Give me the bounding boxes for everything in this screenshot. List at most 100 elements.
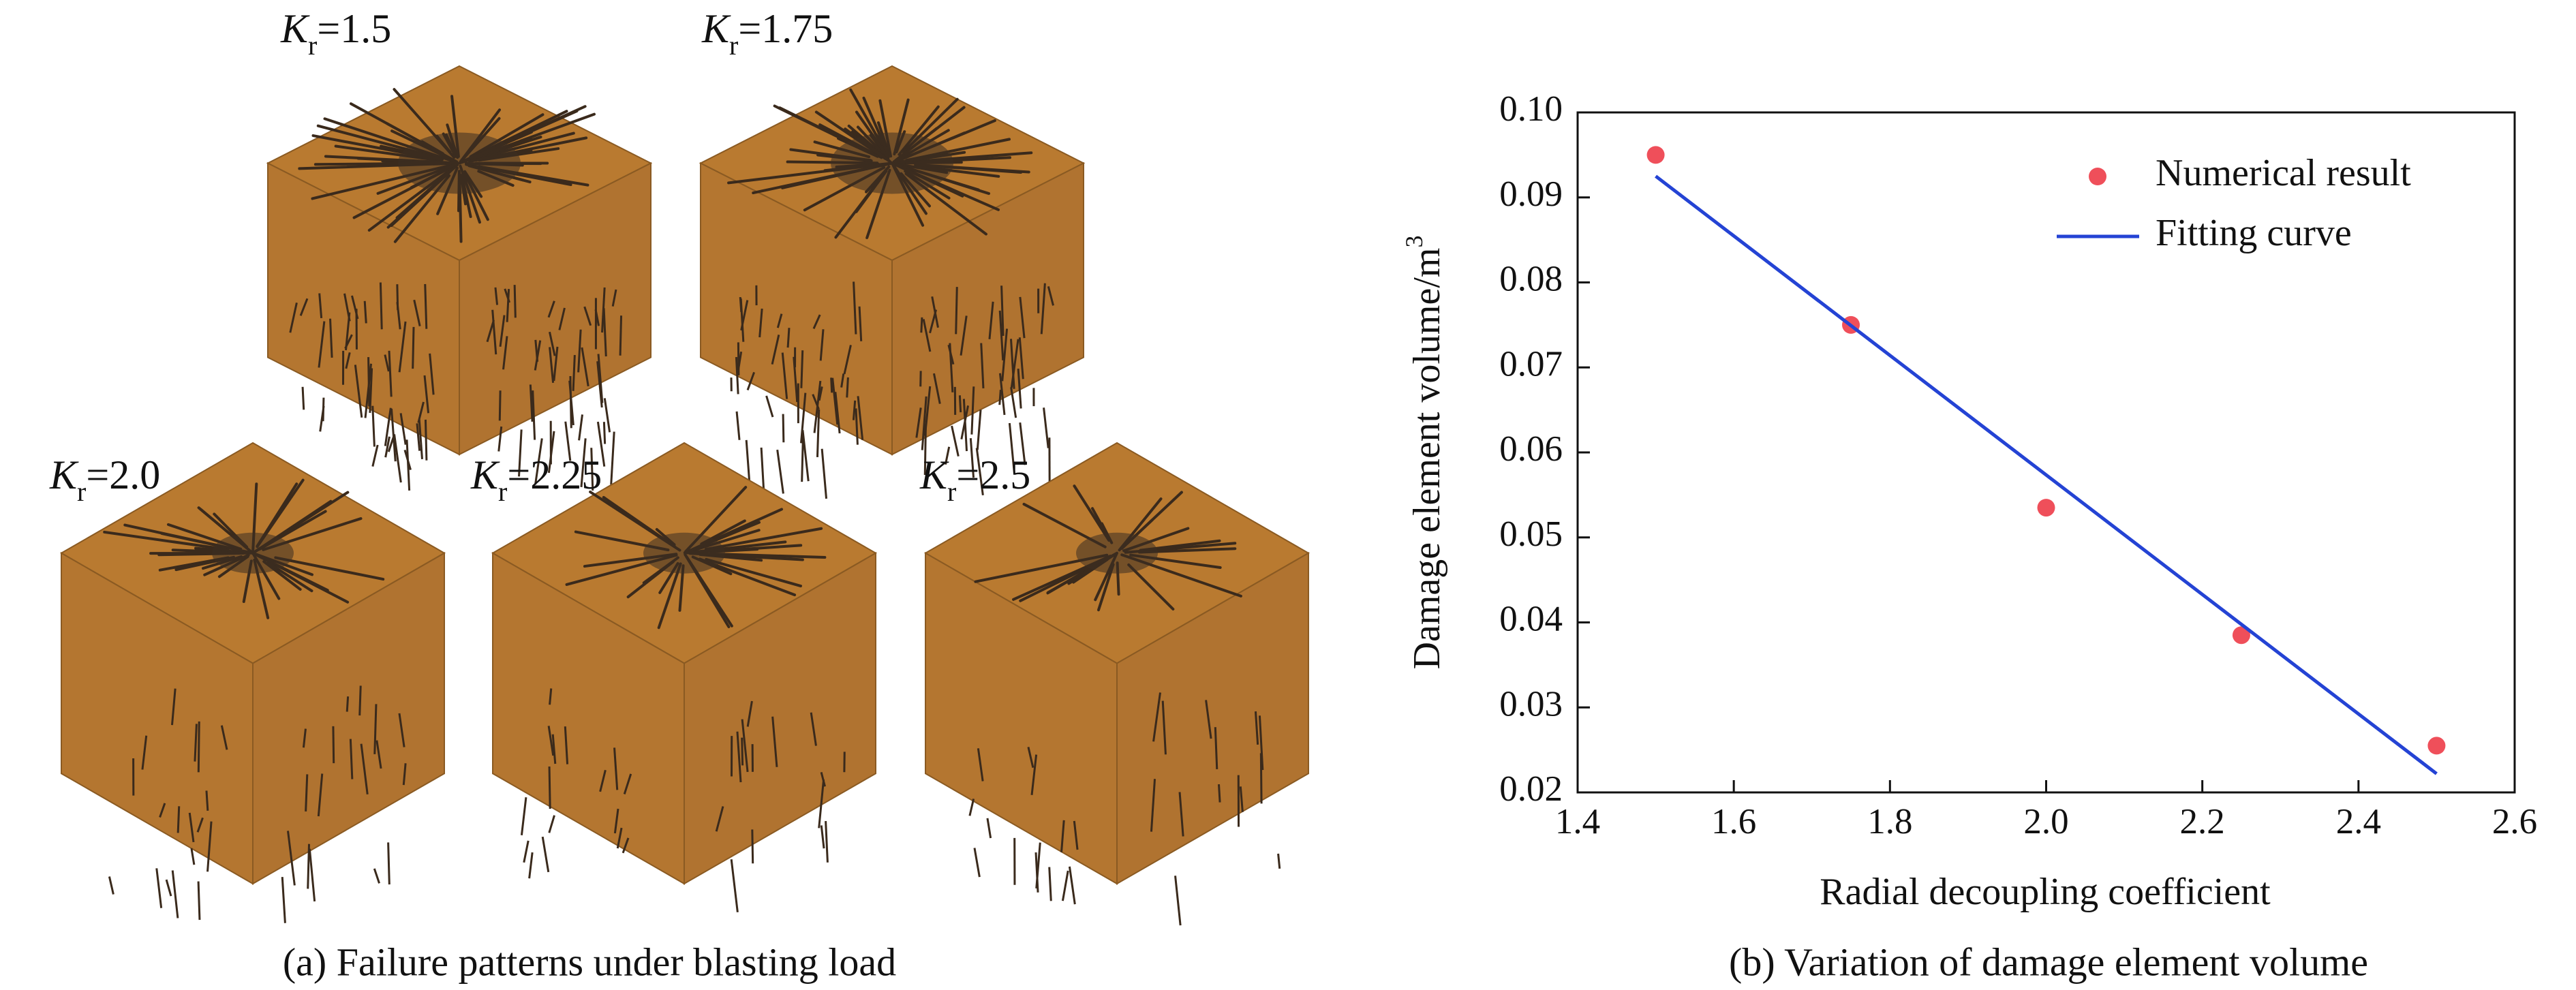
crack	[289, 302, 298, 333]
crack	[704, 527, 823, 551]
crack	[998, 389, 1002, 405]
crack	[402, 763, 407, 786]
crack	[1150, 779, 1156, 832]
crack	[619, 315, 623, 356]
crack	[782, 414, 785, 443]
fit-line	[1655, 174, 2438, 775]
crack	[812, 314, 821, 330]
crack	[816, 409, 821, 457]
legend-marker	[2089, 168, 2106, 185]
crack	[962, 399, 968, 452]
crack	[596, 421, 606, 467]
crack	[741, 737, 744, 766]
crack	[358, 685, 362, 716]
crack-zone	[831, 132, 953, 194]
crack	[318, 321, 326, 368]
cube-label-symbol: K	[280, 6, 310, 51]
crack	[1073, 820, 1079, 850]
crack	[549, 688, 553, 705]
crack	[771, 335, 780, 365]
y-tick-label: 0.02	[1499, 769, 1563, 809]
crack	[317, 773, 324, 817]
crack	[520, 796, 527, 835]
cube-label-symbol: K	[919, 452, 949, 497]
crack	[820, 771, 826, 787]
data-point	[2427, 737, 2446, 755]
y-tick-label: 0.07	[1499, 344, 1563, 384]
crack	[369, 368, 373, 413]
crack	[622, 837, 630, 854]
crack	[1277, 853, 1281, 869]
crack	[730, 858, 739, 912]
crack	[558, 307, 566, 330]
legend-label: Numerical result	[2156, 152, 2411, 194]
crack	[103, 530, 230, 551]
crack	[499, 315, 506, 347]
cube-label: Kr=1.75	[701, 6, 833, 61]
crack	[813, 380, 822, 433]
crack	[1035, 842, 1041, 889]
crack	[412, 326, 415, 369]
crack	[1027, 747, 1034, 769]
crack	[949, 343, 954, 392]
y-tick-label: 0.09	[1499, 174, 1563, 214]
crack	[801, 430, 810, 482]
crack	[931, 296, 939, 328]
crack-zone	[1076, 532, 1158, 574]
crack	[932, 373, 941, 404]
crack	[922, 319, 932, 352]
crack	[1000, 285, 1005, 336]
crack	[108, 876, 114, 895]
y-tick-label: 0.04	[1499, 600, 1563, 639]
crack	[921, 396, 927, 450]
crack	[491, 309, 497, 355]
cube-label-subscript: r	[947, 476, 956, 507]
crack	[776, 313, 783, 328]
cube-label-subscript: r	[729, 30, 738, 61]
crack	[547, 431, 555, 474]
crack-zone	[212, 532, 294, 574]
crack	[843, 345, 852, 375]
crack	[920, 317, 923, 333]
caption-a: (a) Failure patterns under blasting load	[283, 940, 896, 984]
crack	[616, 827, 623, 849]
cube-label: Kr=2.5	[919, 452, 1030, 507]
crack	[825, 820, 829, 863]
crack	[776, 449, 784, 494]
crack	[197, 881, 201, 921]
crack	[346, 696, 350, 712]
cube-label-value: =1.75	[738, 6, 833, 51]
data-point	[1646, 146, 1665, 164]
crack	[613, 747, 619, 790]
cube-label-subscript: r	[498, 476, 507, 507]
crack	[1214, 727, 1218, 769]
cube-label-symbol: K	[470, 452, 500, 497]
crack	[736, 731, 742, 783]
crack	[344, 312, 351, 351]
cube-label-subscript: r	[77, 476, 86, 507]
crack	[551, 734, 557, 764]
crack	[1152, 692, 1161, 742]
crack	[1178, 792, 1184, 837]
x-tick-label: 2.0	[2023, 802, 2068, 841]
crack	[1218, 784, 1221, 803]
crack	[846, 377, 849, 398]
crack	[976, 409, 982, 450]
crack	[529, 384, 534, 422]
crack	[599, 769, 607, 792]
crack	[975, 448, 984, 496]
crack	[1047, 286, 1054, 306]
crack	[1060, 820, 1065, 852]
crack	[396, 302, 401, 330]
crack	[1161, 700, 1167, 755]
crack	[771, 716, 778, 767]
crack	[418, 419, 423, 459]
crack	[371, 444, 379, 467]
crack	[305, 774, 309, 812]
crack	[581, 347, 589, 387]
crack	[998, 310, 1005, 360]
crack	[354, 365, 363, 418]
crack	[1001, 328, 1009, 382]
crack	[705, 557, 802, 588]
cube-right	[891, 161, 1084, 456]
